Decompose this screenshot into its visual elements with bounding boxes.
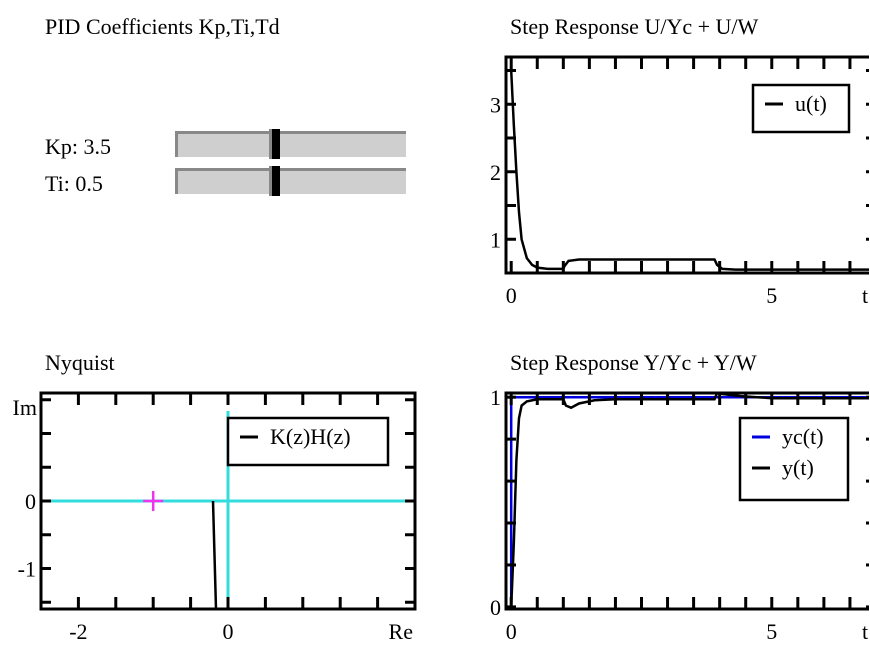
y-tick-label: 0 <box>25 489 36 514</box>
series-line-y-t- <box>509 393 869 607</box>
y-tick-label: 0 <box>490 595 501 620</box>
x-tick-label: 0 <box>223 619 234 644</box>
chart-1: -2 0 -1 0 Re Im K(z)H(z) <box>13 391 417 644</box>
plot-frame <box>504 391 869 611</box>
legend-box <box>751 83 851 134</box>
ti-slider[interactable] <box>175 166 406 196</box>
critical-point-marker <box>143 491 164 511</box>
legend: yc(t) y(t) <box>738 416 850 502</box>
x-axis-label: t <box>862 619 868 644</box>
y-tick-label: 2 <box>490 160 501 185</box>
x-tick-label: 5 <box>766 619 777 644</box>
kp-slider-thumb[interactable] <box>268 129 280 159</box>
plot-frame <box>504 55 869 275</box>
chart-u-title: Step Response U/Yc + U/W <box>510 14 759 39</box>
series-line-k-z-h-z- <box>211 500 218 609</box>
kp-slider[interactable] <box>175 129 406 159</box>
legend-box <box>226 416 390 467</box>
y-tick-label: -1 <box>18 557 36 582</box>
y-tick-label: 1 <box>490 227 501 252</box>
chart-2: 0 5 0 1 t yc(t) y(t) <box>490 385 869 644</box>
series-line-u-t- <box>509 70 869 271</box>
legend: K(z)H(z) <box>226 416 390 467</box>
legend-entry: y(t) <box>782 455 814 480</box>
legend-box <box>738 416 850 502</box>
x-tick-label: 0 <box>506 283 517 308</box>
tick-marks <box>506 393 869 609</box>
x-tick-label: 5 <box>766 283 777 308</box>
x-axis-label: Re <box>389 619 413 644</box>
x-tick-label: 0 <box>506 619 517 644</box>
legend: u(t) <box>751 83 851 134</box>
legend-entry: u(t) <box>795 91 827 116</box>
tick-marks <box>39 393 417 609</box>
kp-slider-label: Kp: 3.5 <box>45 134 111 159</box>
legend-entry: K(z)H(z) <box>270 424 351 449</box>
x-axis-label: t <box>862 283 868 308</box>
chart-nyquist-title: Nyquist <box>45 350 115 375</box>
tick-marks <box>506 57 869 275</box>
ti-slider-thumb[interactable] <box>268 166 280 196</box>
x-tick-label: -2 <box>69 619 87 644</box>
chart-0: 0 5 1 2 3 t u(t) <box>490 55 869 308</box>
legend-entry: yc(t) <box>782 424 824 449</box>
chart-y-title: Step Response Y/Yc + Y/W <box>510 350 757 375</box>
y-tick-label: 3 <box>490 92 501 117</box>
y-tick-label: 1 <box>490 385 501 410</box>
panel-title: PID Coefficients Kp,Ti,Td <box>45 14 280 39</box>
ti-slider-label: Ti: 0.5 <box>45 171 103 196</box>
y-axis-label: Im <box>13 395 37 420</box>
